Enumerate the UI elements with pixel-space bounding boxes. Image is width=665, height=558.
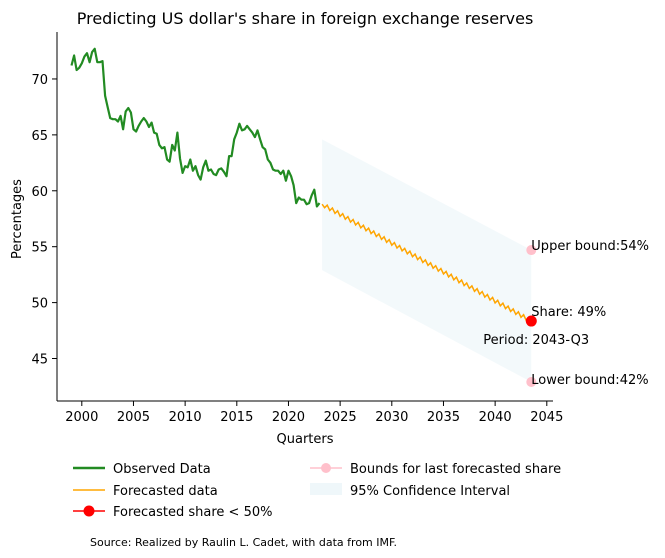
legend-forecast-label: Forecasted data — [113, 484, 218, 499]
forecast-line — [321, 203, 532, 322]
legend-observed-label: Observed Data — [113, 462, 211, 477]
legend-share-label: Forecasted share < 50% — [113, 505, 272, 520]
y-ticks: 45 50 55 60 65 70 — [31, 73, 57, 368]
observed-line — [70, 47, 321, 208]
x-tick-label: 2030 — [375, 410, 408, 425]
upper-bound-annotation: Upper bound:54% — [531, 239, 649, 254]
y-tick-label: 50 — [31, 297, 48, 312]
legend-item-observed: Observed Data — [73, 462, 211, 477]
legend: Observed Data Forecasted data Forecasted… — [73, 462, 561, 520]
y-tick-label: 45 — [31, 353, 48, 368]
y-tick-label: 55 — [31, 241, 48, 256]
y-tick-label: 60 — [31, 185, 48, 200]
confidence-interval-band — [322, 139, 532, 382]
legend-item-forecast: Forecasted data — [73, 484, 218, 499]
lower-bound-annotation: Lower bound:42% — [531, 373, 648, 388]
legend-ci-label: 95% Confidence Interval — [350, 484, 510, 499]
y-axis-label: Percentages — [10, 179, 25, 259]
legend-item-bounds: Bounds for last forecasted share — [310, 462, 561, 477]
axes: 2000 2005 2010 2015 2020 2025 2030 2035 2040 2045… — [31, 32, 563, 425]
upper-bound-point — [526, 245, 537, 256]
confidence-interval-area — [322, 139, 532, 382]
x-tick-label: 2020 — [272, 410, 305, 425]
chart-title: Predicting US dollar's share in foreign … — [77, 9, 534, 28]
legend-item-share: Forecasted share < 50% — [73, 505, 272, 520]
x-tick-label: 2035 — [427, 410, 460, 425]
x-tick-label: 2010 — [169, 410, 202, 425]
y-tick-label: 70 — [31, 73, 48, 88]
legend-item-ci: 95% Confidence Interval — [310, 483, 510, 499]
x-tick-label: 2015 — [220, 410, 253, 425]
forecast-share-point — [525, 315, 537, 327]
x-tick-label: 2040 — [479, 410, 512, 425]
x-ticks: 2000 2005 2010 2015 2020 2025 2030 2035 2040 2045 — [65, 401, 563, 425]
legend-ci-swatch — [310, 483, 342, 495]
x-tick-label: 2045 — [530, 410, 563, 425]
x-tick-label: 2025 — [324, 410, 357, 425]
x-tick-label: 2005 — [117, 410, 150, 425]
legend-bounds-label: Bounds for last forecasted share — [350, 462, 561, 477]
legend-share-swatch-dot — [83, 505, 95, 517]
plot-area — [70, 47, 537, 387]
source-note: Source: Realized by Raulin L. Cadet, wit… — [90, 536, 397, 549]
share-annotation: Share: 49% — [531, 305, 606, 320]
lower-bound-point — [526, 376, 537, 387]
y-tick-label: 65 — [31, 129, 48, 144]
period-annotation: Period: 2043-Q3 — [483, 333, 589, 348]
x-tick-label: 2000 — [65, 410, 98, 425]
legend-bounds-swatch-dot — [321, 463, 331, 473]
x-axis-label: Quarters — [277, 432, 334, 447]
